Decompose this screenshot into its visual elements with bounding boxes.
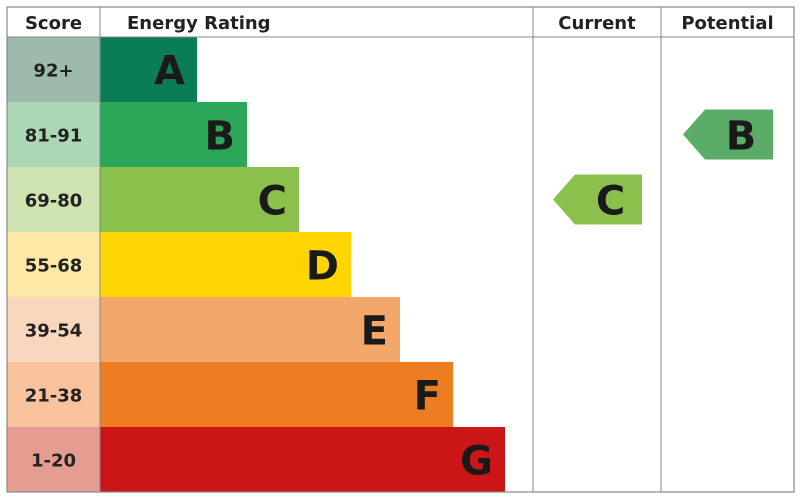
- rating-bar-D: [100, 232, 351, 297]
- score-cell-G: [7, 427, 100, 492]
- rating-letter: A: [154, 49, 185, 95]
- score-cell-B: [7, 102, 100, 167]
- score-cell-D: [7, 232, 100, 297]
- score-label: 92+: [33, 61, 73, 82]
- current-rating-letter: C: [596, 179, 625, 225]
- rating-letter: F: [414, 374, 441, 420]
- chart-border: [6, 6, 795, 493]
- rating-bar-G: [100, 427, 505, 492]
- potential-rating-letter: B: [726, 114, 757, 160]
- rating-letter: D: [306, 244, 339, 290]
- rating-bar-B: [100, 102, 247, 167]
- rating-bar-A: [100, 37, 197, 102]
- rating-bar-E: [100, 297, 400, 362]
- rating-bar-C: [100, 167, 299, 232]
- header-potential: Potential: [681, 13, 773, 34]
- score-label: 81-91: [25, 126, 83, 147]
- potential-rating-arrow: [683, 109, 773, 160]
- score-cell-C: [7, 167, 100, 232]
- score-cell-E: [7, 297, 100, 362]
- score-label: 69-80: [25, 191, 83, 212]
- score-cell-A: [7, 37, 100, 102]
- score-label: 55-68: [25, 256, 83, 277]
- score-label: 21-38: [25, 386, 83, 407]
- rating-letter: C: [258, 179, 287, 225]
- score-label: 1-20: [31, 451, 76, 472]
- rating-letter: B: [205, 114, 236, 160]
- header-energy-rating: Energy Rating: [127, 13, 271, 34]
- score-label: 39-54: [25, 321, 83, 342]
- rating-letter: E: [361, 309, 388, 355]
- current-rating-arrow: [553, 174, 642, 225]
- header-current: Current: [558, 13, 636, 34]
- header-score: Score: [25, 13, 82, 34]
- rating-bar-F: [100, 362, 453, 427]
- rating-letter: G: [460, 439, 493, 485]
- score-cell-F: [7, 362, 100, 427]
